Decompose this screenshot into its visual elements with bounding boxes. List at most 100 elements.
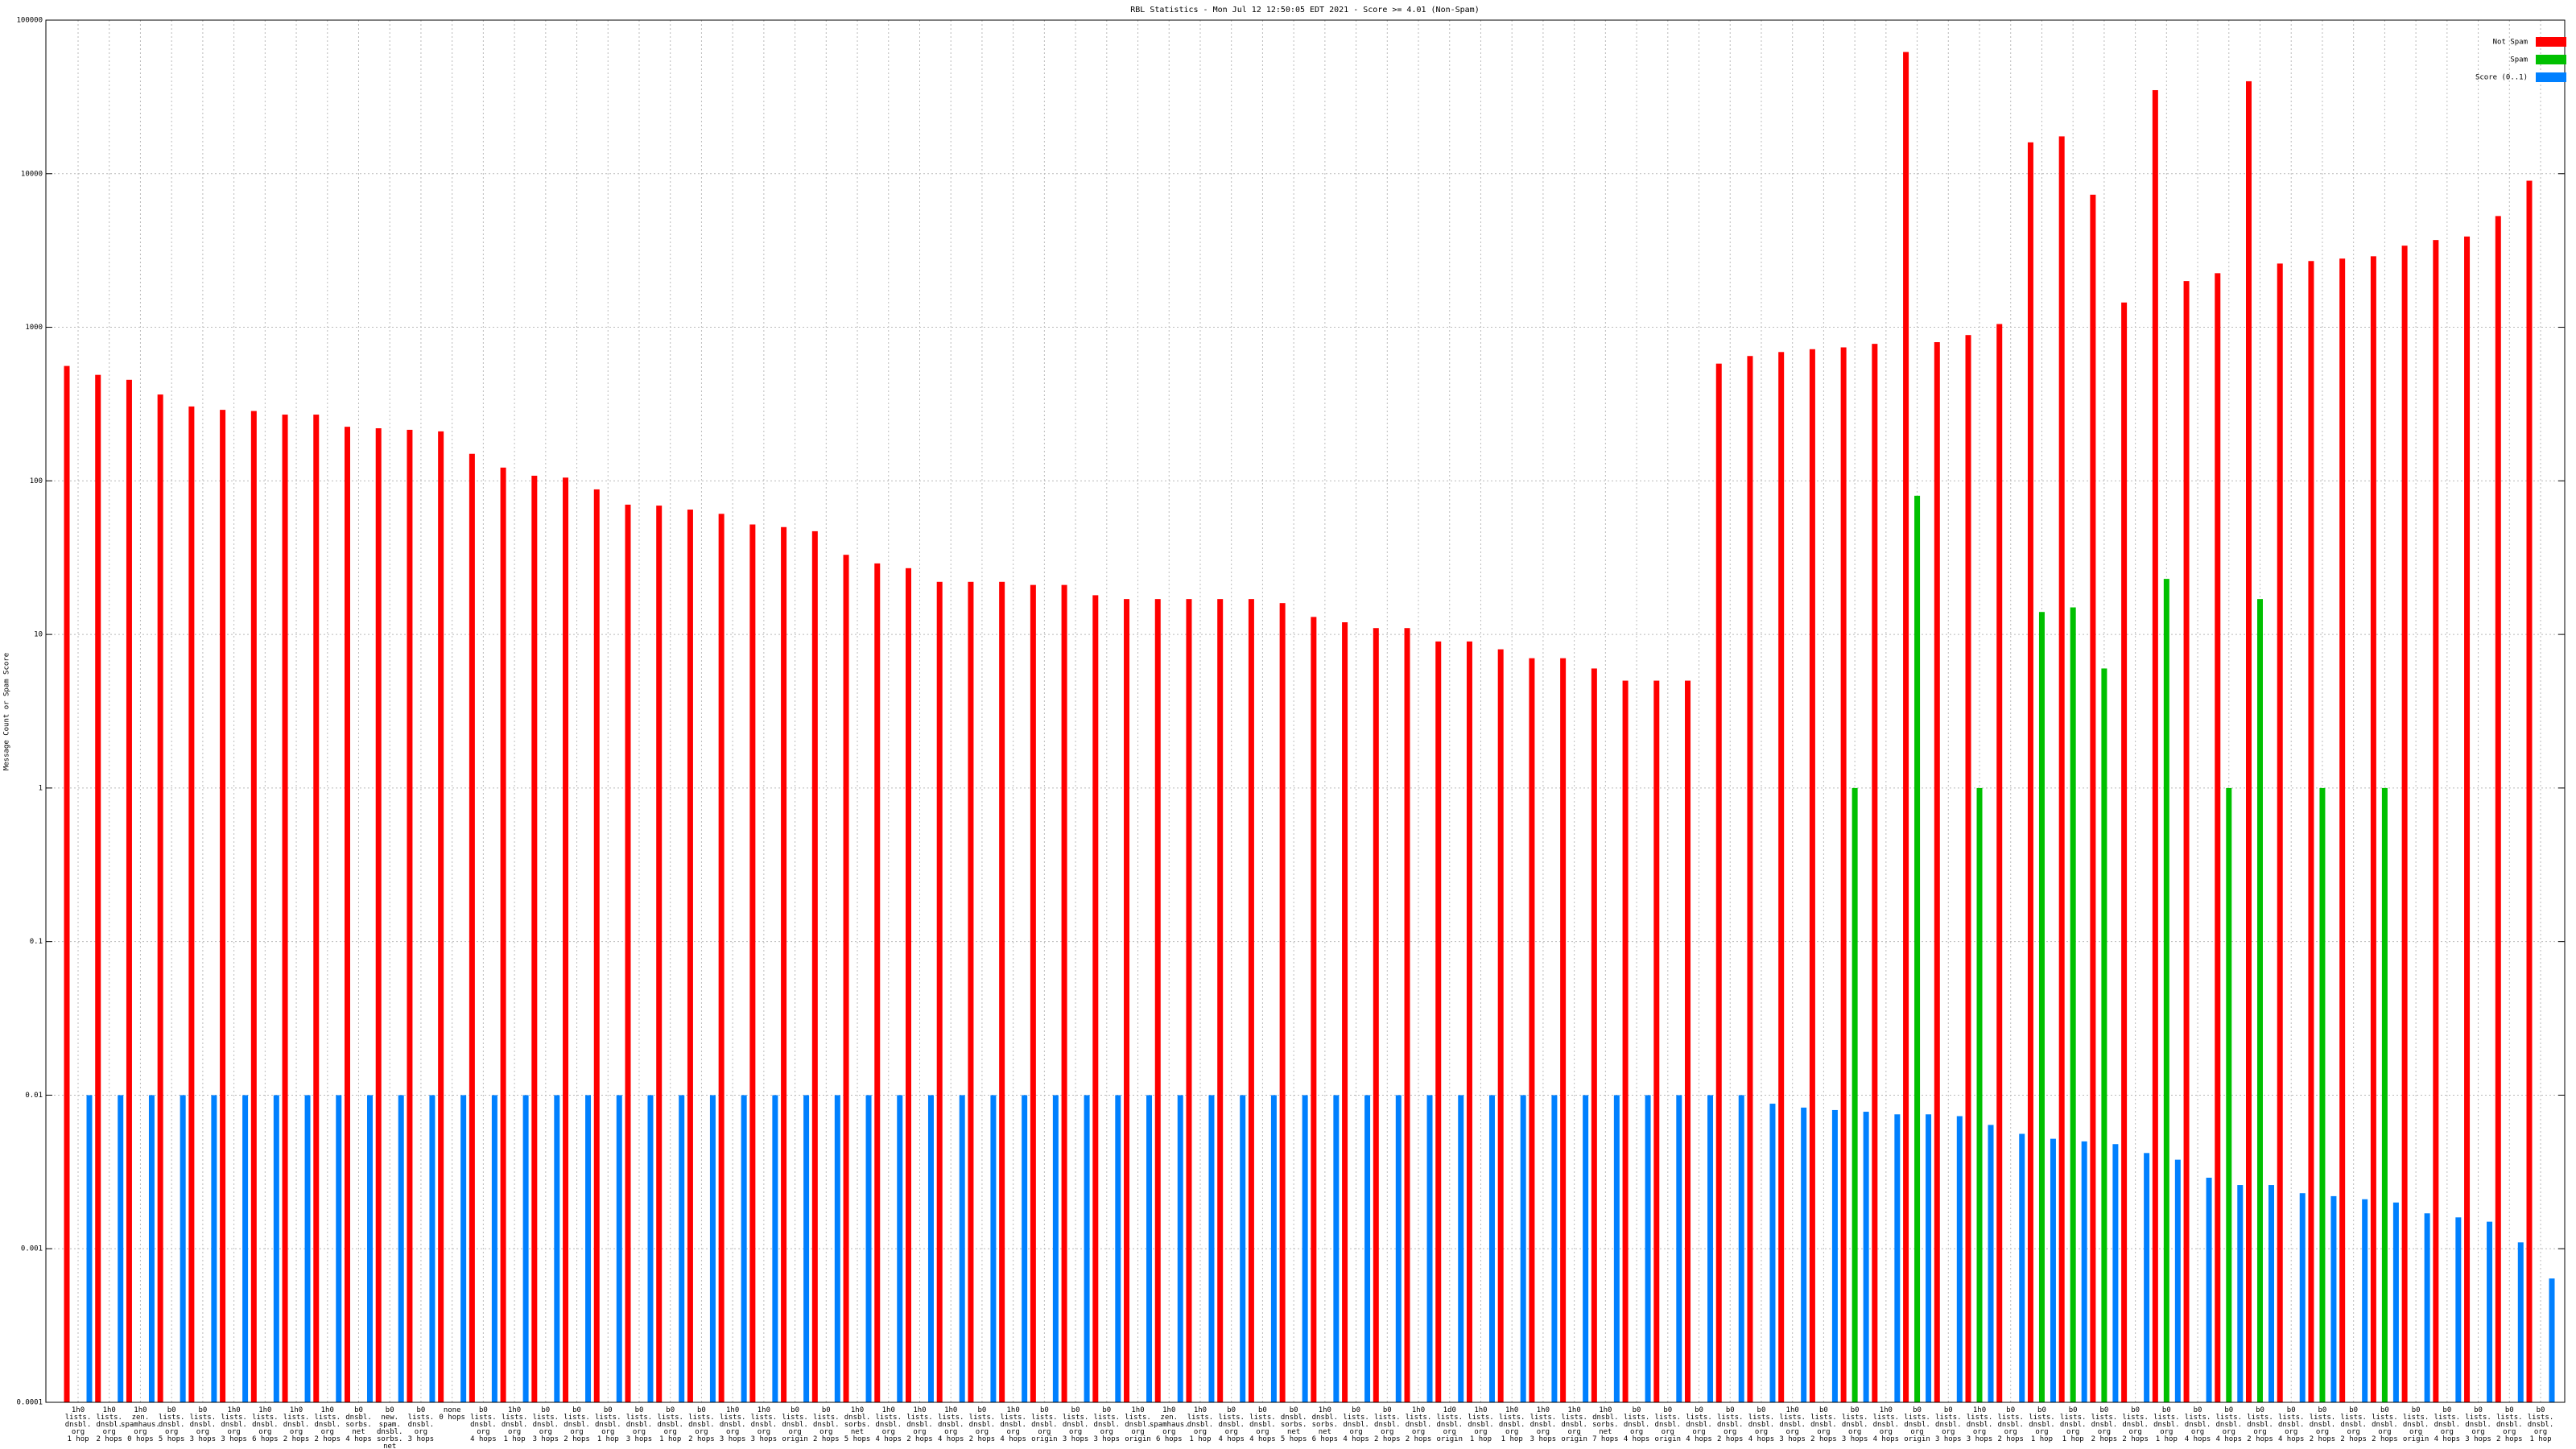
bar: [2183, 281, 2190, 1402]
bar: [2487, 1221, 2493, 1402]
x-tick-label: b0 lists. dnsbl. org 3 hops: [533, 1406, 559, 1443]
bar: [2152, 89, 2158, 1402]
bar: [811, 530, 818, 1402]
bar: [1831, 1109, 1838, 1402]
y-tick-label: 1000: [25, 324, 43, 332]
bar: [2277, 263, 2283, 1403]
x-tick-label: 1h0 lists. dnsbl. org 1 hop: [1187, 1406, 1214, 1443]
y-tick-label: 100000: [16, 17, 43, 25]
bar: [1342, 622, 1348, 1402]
bar: [2401, 246, 2408, 1403]
x-tick-label: b0 lists. dnsbl. org 4 hops: [1218, 1406, 1245, 1443]
bar: [1769, 1104, 1776, 1402]
bar: [1591, 668, 1597, 1402]
x-tick-label: b0 dnsbl. sorbs. net 4 hops: [345, 1406, 372, 1443]
bar: [2121, 302, 2128, 1402]
bar: [1458, 1095, 1464, 1402]
bar: [1872, 344, 1878, 1403]
bar: [1124, 599, 1130, 1402]
bar: [2339, 258, 2346, 1402]
bar: [2268, 1185, 2275, 1402]
x-tick-label: 1h0 lists. dnsbl. org 2 hops: [1406, 1406, 1432, 1443]
bar: [897, 1095, 903, 1402]
bar: [2070, 607, 2076, 1402]
bar: [282, 415, 288, 1402]
bar: [2392, 1202, 2399, 1402]
bar: [968, 581, 974, 1402]
bar: [2019, 1133, 2025, 1402]
bar: [336, 1095, 342, 1402]
x-tick-label: b0 lists. dnsbl. org 2 hops: [1717, 1406, 1744, 1443]
bar: [1061, 584, 1067, 1402]
bar: [2144, 1153, 2150, 1402]
bar: [1092, 595, 1099, 1402]
x-tick-label: b0 lists. dnsbl. org 1 hop: [2153, 1406, 2180, 1443]
x-tick-label: b0 lists. dnsbl. org 1 hop: [2029, 1406, 2055, 1443]
bar: [1333, 1095, 1340, 1402]
bar: [1583, 1095, 1589, 1402]
x-tick-label: 1h0 lists. dnsbl. org origin: [1561, 1406, 1587, 1443]
bar: [126, 379, 132, 1403]
x-tick-label: b0 lists. dnsbl. org 5 hops: [159, 1406, 185, 1443]
x-tick-label: b0 lists. dnsbl. org 4 hops: [2185, 1406, 2211, 1443]
bar: [1240, 1095, 1246, 1402]
bar: [1934, 342, 1940, 1402]
bar: [1217, 599, 1224, 1402]
bar: [593, 489, 600, 1402]
bar: [2464, 236, 2471, 1402]
bar: [1996, 324, 2003, 1402]
bar: [2257, 599, 2264, 1402]
x-tick-label: b0 lists. dnsbl. org 4 hops: [2278, 1406, 2305, 1443]
x-tick-label: b0 lists. dnsbl. org 4 hops: [2216, 1406, 2243, 1443]
bar: [1364, 1095, 1371, 1402]
bar: [1426, 1095, 1433, 1402]
bar: [188, 406, 195, 1402]
x-tick-label: 1h0 lists. dnsbl. org 1 hop: [65, 1406, 92, 1443]
bar: [2027, 142, 2033, 1403]
bar: [2163, 579, 2169, 1402]
legend-swatch: [2536, 55, 2566, 64]
x-tick-label: b0 lists. dnsbl. org 2 hops: [688, 1406, 715, 1443]
bar: [1115, 1095, 1121, 1402]
x-tick-label: b0 lists. dnsbl. org 3 hops: [1094, 1406, 1121, 1443]
bar: [2424, 1213, 2430, 1402]
x-tick-label: 1h0 lists. dnsbl. org 2 hops: [906, 1406, 933, 1443]
x-tick-label: b0 lists. dnsbl. org 3 hops: [626, 1406, 653, 1443]
bar: [1926, 1114, 1932, 1402]
bar: [2308, 261, 2314, 1402]
bar: [1373, 628, 1379, 1402]
x-tick-label: b0 lists. dnsbl. org 3 hops: [408, 1406, 435, 1443]
bar: [1488, 1095, 1495, 1402]
x-tick-label: b0 lists. dnsbl. org 3 hops: [190, 1406, 217, 1443]
x-tick-label: 1h0 lists. dnsbl. org 4 hops: [1873, 1406, 1900, 1443]
bar: [460, 1095, 467, 1402]
x-tick-label: b0 lists. dnsbl. org 4 hops: [1624, 1406, 1650, 1443]
bar: [1497, 649, 1504, 1402]
bar: [1520, 1095, 1526, 1402]
bar: [843, 555, 849, 1402]
bar: [1466, 641, 1472, 1402]
y-tick-label: 0.1: [30, 938, 43, 946]
legend-label: Not Spam: [2493, 39, 2528, 47]
bar: [2362, 1199, 2368, 1402]
y-axis-label: Message Count or Spam Score: [3, 653, 11, 770]
x-tick-label: 1h0 lists. dnsbl. org 2 hops: [96, 1406, 122, 1443]
bar: [118, 1095, 124, 1402]
plot-frame: [45, 19, 2566, 1403]
y-tick-label: 10: [34, 631, 43, 639]
bar: [2237, 1185, 2244, 1402]
bar: [905, 568, 911, 1403]
bar: [1302, 1095, 1308, 1402]
y-tick-label: 0.001: [21, 1245, 43, 1253]
bar: [647, 1095, 654, 1402]
bar: [2319, 787, 2326, 1402]
legend-swatch: [2536, 37, 2566, 47]
bar: [936, 581, 943, 1402]
bar: [1560, 658, 1567, 1402]
bar: [1778, 352, 1785, 1402]
bar: [2495, 216, 2501, 1402]
bar: [874, 563, 881, 1402]
x-tick-label: 1h0 lists. dnsbl. org 6 hops: [252, 1406, 279, 1443]
bar: [304, 1095, 311, 1402]
bar: [1551, 1095, 1558, 1402]
